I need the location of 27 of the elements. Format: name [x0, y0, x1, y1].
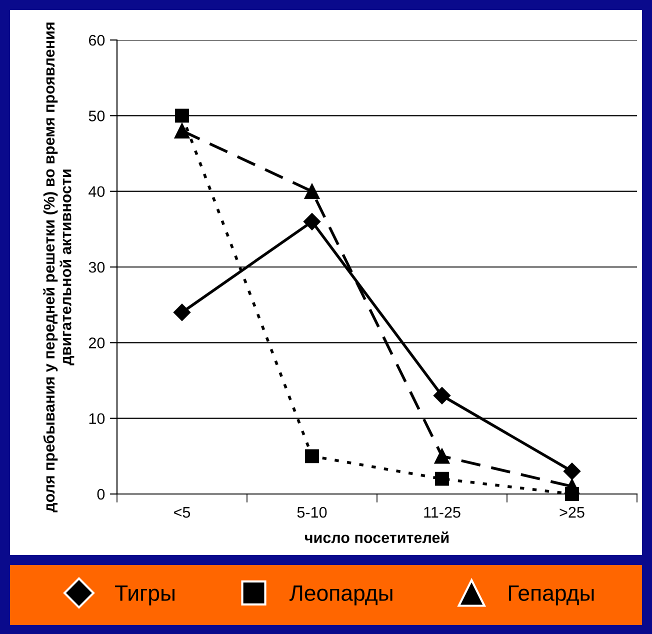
point	[173, 304, 191, 321]
point	[433, 387, 451, 404]
point	[175, 108, 189, 123]
x-tick-label: <5	[174, 507, 190, 518]
y-tick-label: 20	[88, 338, 105, 348]
point	[174, 123, 190, 138]
legend-label: Леопарды	[290, 585, 392, 606]
point	[304, 184, 320, 199]
point	[305, 449, 319, 464]
y-tick-label: 10	[89, 413, 105, 424]
x-tick-label: >25	[560, 506, 584, 518]
point	[563, 462, 581, 480]
legend-label: Тигры	[115, 585, 174, 606]
point	[434, 448, 450, 464]
y-tick-label: 50	[88, 110, 105, 122]
x-tick-label: 11-25	[424, 506, 460, 518]
y-tick-label: 30	[88, 262, 105, 273]
point	[564, 478, 580, 494]
y-tick-label: 0	[97, 488, 105, 500]
x-axis-title: число посетителей	[305, 532, 449, 544]
y-tick-label: 60	[88, 34, 105, 46]
x-tick-label: 5-10	[297, 506, 327, 518]
legend-label: Гепарды	[508, 585, 594, 606]
y-tick-label: 40	[88, 186, 105, 198]
point	[435, 472, 449, 486]
point	[303, 213, 321, 230]
y-axis-title: доля пребывания у передней решетки (%) во время проявления двигательной активности	[43, 22, 74, 512]
